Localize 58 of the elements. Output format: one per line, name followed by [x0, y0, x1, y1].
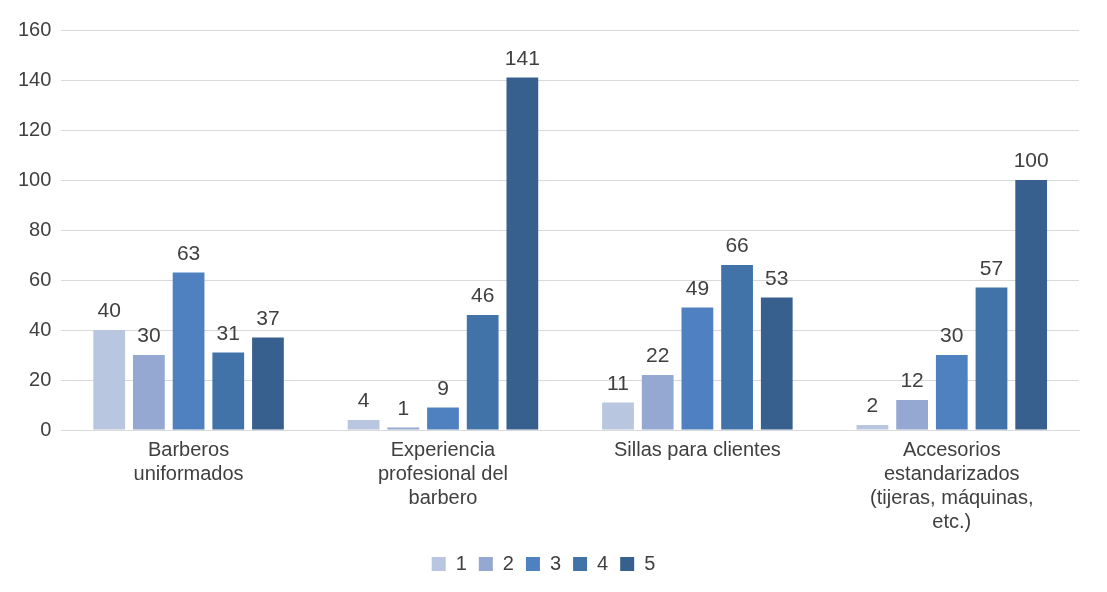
y-tick-label: 80 — [29, 217, 52, 240]
y-tick-label: 20 — [29, 367, 52, 390]
y-tick-label: 140 — [17, 67, 52, 90]
data-label: 37 — [256, 305, 280, 329]
bar — [252, 337, 284, 430]
legend-label: 2 — [502, 551, 514, 574]
y-tick-label: 60 — [29, 267, 52, 290]
x-tick-label: Experiencia profesional del barbero — [377, 437, 509, 508]
data-label: 53 — [765, 265, 789, 289]
data-label: 12 — [900, 368, 924, 392]
y-tick-label: 0 — [40, 417, 52, 440]
bar — [93, 330, 126, 430]
data-label: 4 — [357, 388, 370, 412]
legend-label: 3 — [549, 551, 562, 574]
data-label: 9 — [437, 375, 449, 399]
data-label: 57 — [979, 255, 1004, 279]
x-tick-label: Sillas para clientes — [614, 437, 781, 460]
data-label: 66 — [725, 233, 749, 257]
bar — [975, 287, 1008, 430]
bar — [212, 352, 245, 430]
y-tick-label: 40 — [29, 317, 52, 340]
bar — [506, 77, 539, 430]
bar — [466, 315, 499, 430]
data-label: 22 — [646, 343, 670, 367]
bar — [347, 420, 380, 430]
data-label: 141 — [504, 45, 540, 69]
data-label: 31 — [216, 320, 240, 344]
bar — [133, 355, 165, 430]
data-label: 30 — [940, 323, 964, 347]
legend-label: 5 — [644, 551, 656, 574]
bar — [935, 355, 968, 430]
bar — [681, 307, 714, 430]
x-tick-label: Barberos uniformados — [133, 437, 244, 484]
y-tick-label: 120 — [17, 117, 52, 140]
bar — [172, 272, 205, 430]
bar — [760, 297, 793, 430]
data-label: 49 — [685, 275, 710, 299]
y-tick-label: 100 — [17, 167, 52, 190]
bar — [896, 400, 928, 430]
data-label: 100 — [1013, 148, 1049, 172]
data-label: 30 — [137, 323, 161, 347]
bar — [602, 402, 634, 430]
data-label: 1 — [397, 395, 410, 419]
x-tick-label: Accesorios estandarizados (tijeras, máquinas, etc.) — [870, 437, 1034, 532]
legend-label: 1 — [455, 551, 467, 574]
bar — [856, 425, 889, 430]
data-label: 46 — [470, 283, 495, 307]
data-label: 2 — [866, 393, 879, 417]
data-label: 40 — [97, 298, 121, 322]
data-label: 63 — [176, 240, 201, 264]
bar — [387, 427, 420, 430]
bar — [1015, 180, 1048, 430]
bar — [427, 407, 459, 430]
bar — [641, 375, 674, 430]
legend-label: 4 — [597, 551, 609, 574]
bar — [721, 265, 753, 430]
y-tick-label: 160 — [17, 17, 52, 40]
data-label: 11 — [607, 370, 629, 394]
